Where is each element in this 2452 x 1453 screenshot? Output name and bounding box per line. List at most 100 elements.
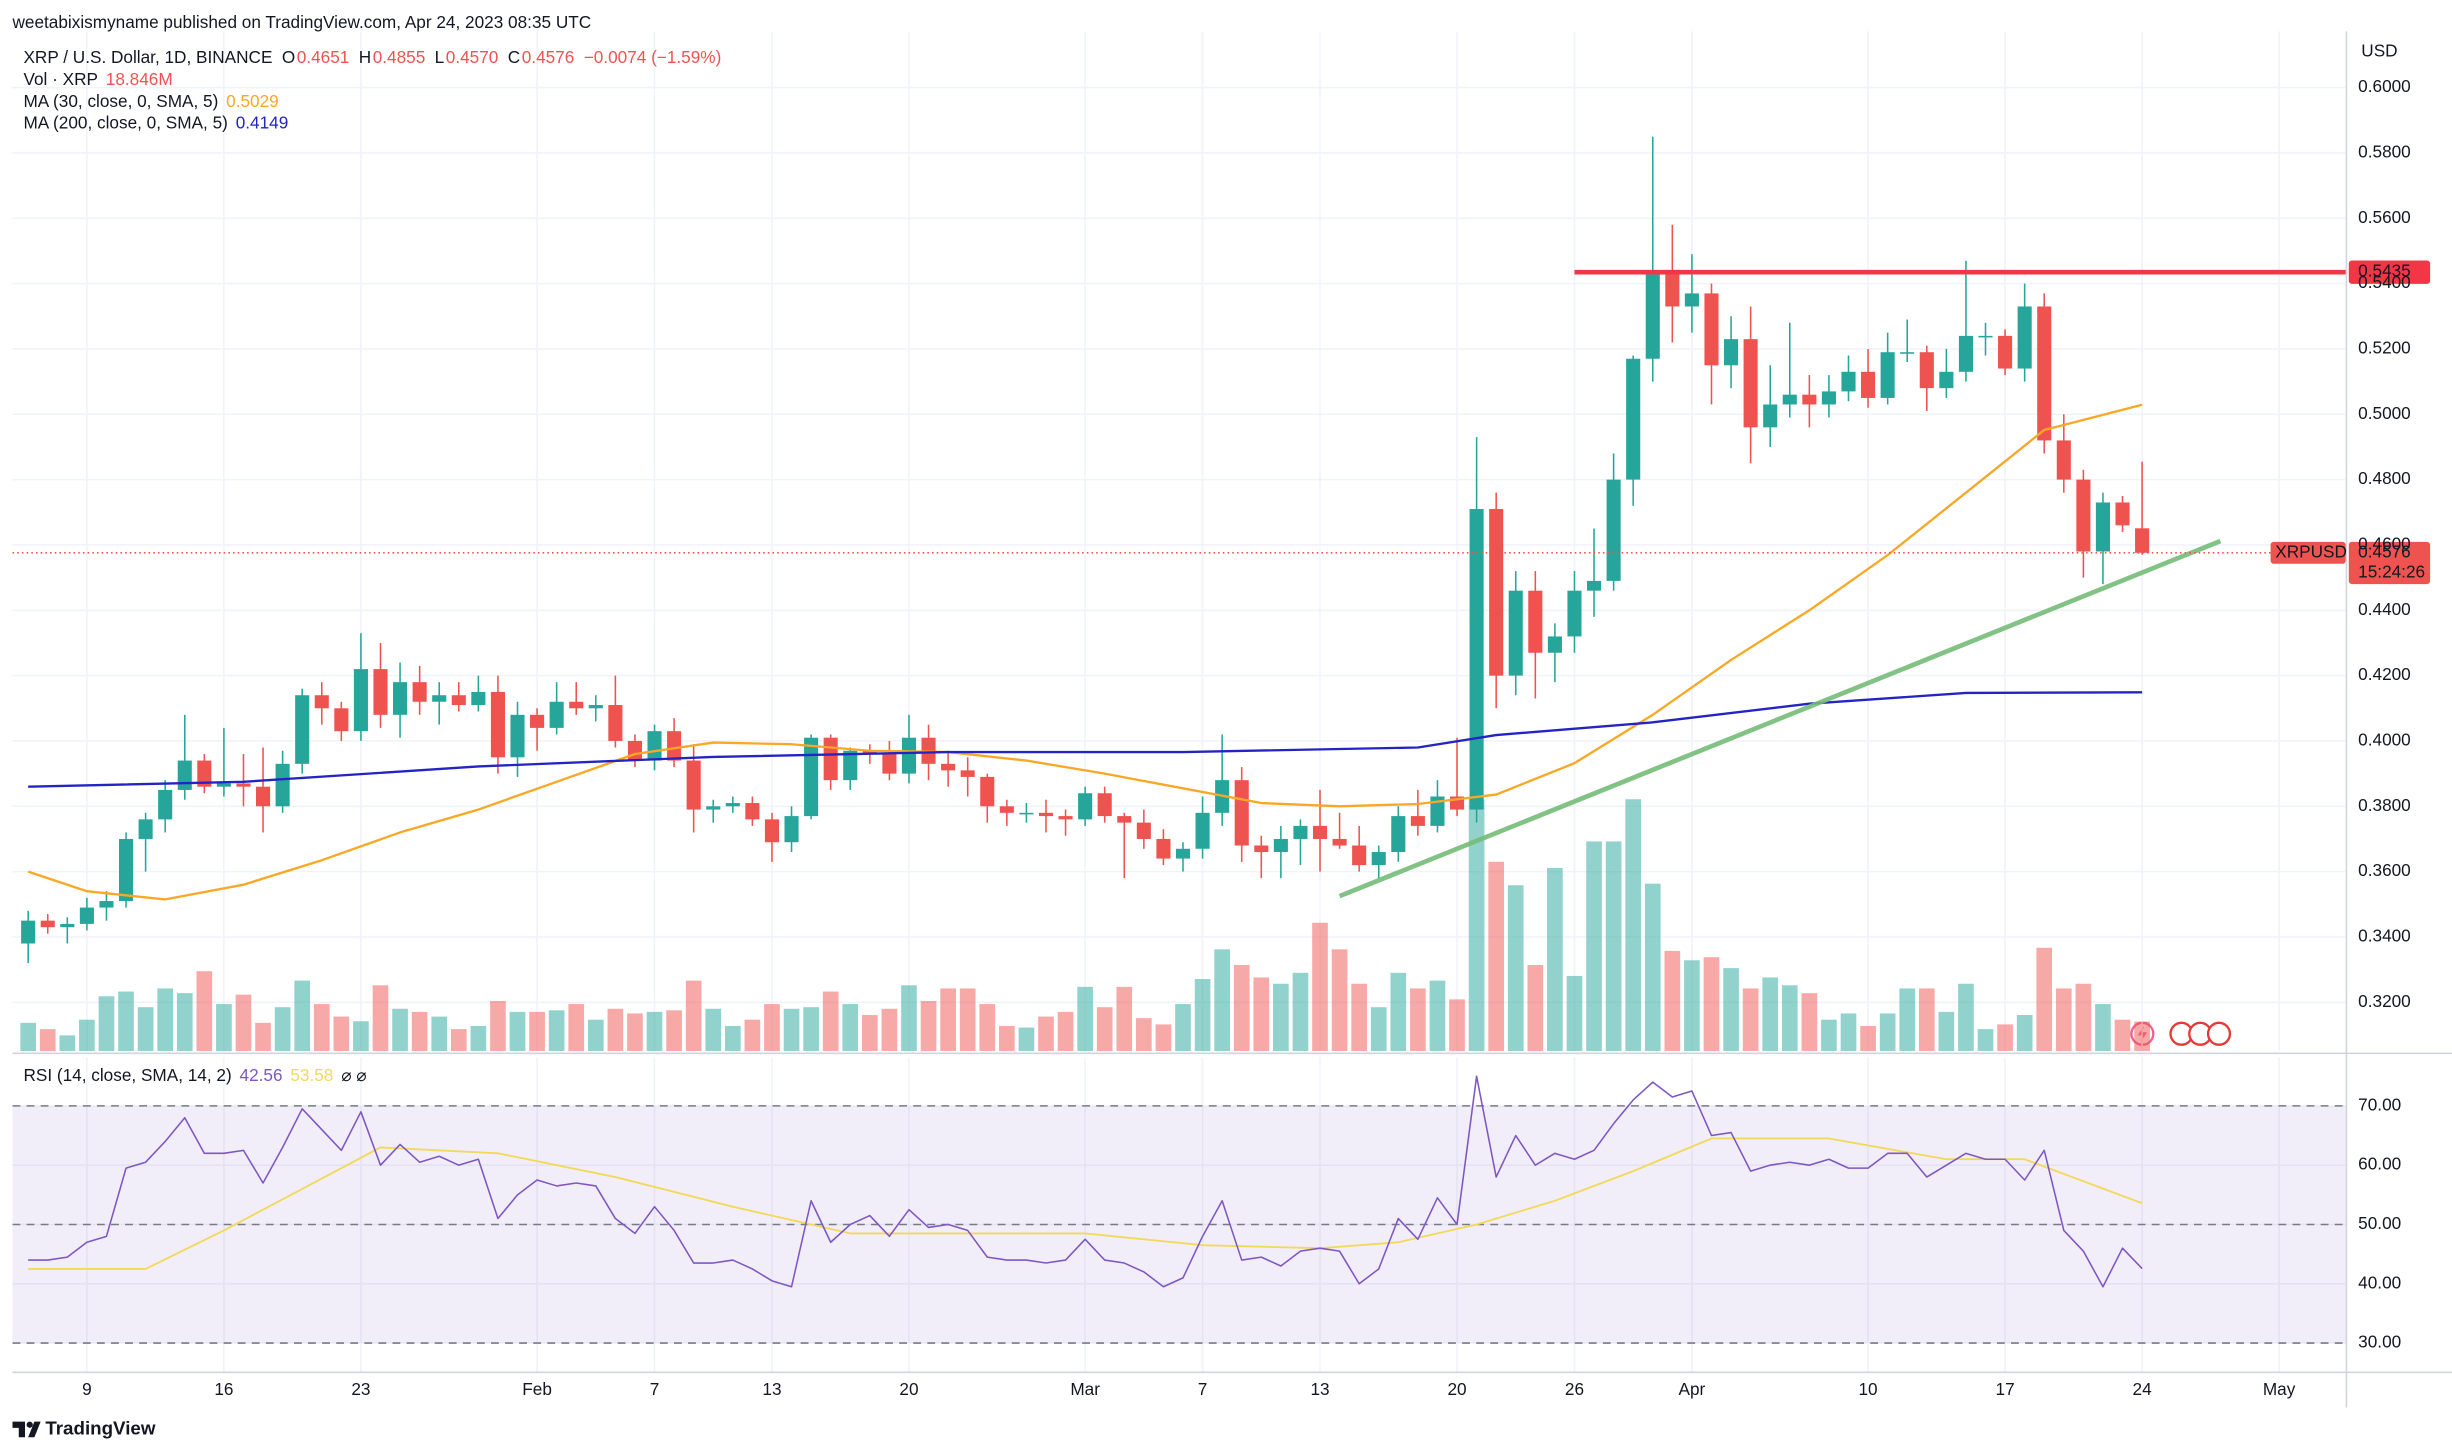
volume-bar (255, 1022, 271, 1051)
candle-body (1273, 838, 1288, 853)
candle-body (843, 750, 858, 781)
price-tag-label: 0.4576 (2358, 541, 2411, 561)
y-tick-label: 70.00 (2358, 1094, 2401, 1114)
candle-body (745, 803, 760, 820)
candle-body (999, 806, 1014, 813)
volume-bar (2016, 1015, 2033, 1051)
volume-bar (1233, 964, 1250, 1051)
legend-title: XRP / U.S. Dollar, 1D, BINANCE (23, 47, 272, 67)
volume-bar (118, 991, 134, 1051)
ohlc-key: C (508, 47, 520, 67)
volume-bar (783, 1008, 800, 1051)
x-tick-label: 20 (1447, 1379, 1466, 1399)
candle-body (764, 819, 780, 843)
candle-body (1352, 845, 1367, 866)
candle-body (627, 740, 642, 761)
y-tick-label: 0.5400 (2358, 272, 2411, 292)
brand-logo (12, 1421, 41, 1438)
y-tick-label: 0.3800 (2358, 795, 2411, 815)
legend-row: XRP / U.S. Dollar, 1D, BINANCE O 0.4651 H 0.… (23, 47, 721, 67)
candle-body (451, 695, 466, 706)
volume-bar (431, 1016, 448, 1051)
candle-body (2076, 479, 2091, 552)
volume-bar (1077, 986, 1093, 1051)
volume-bar (1214, 949, 1230, 1051)
candle-body (118, 838, 134, 902)
candle-body (1939, 371, 1954, 389)
y-tick-label: 0.5800 (2358, 141, 2411, 161)
volume-bar (157, 988, 174, 1051)
volume-bar (627, 1013, 643, 1051)
volume-bar (861, 1015, 878, 1051)
volume-bar (1742, 988, 1759, 1051)
candle-body (1371, 852, 1386, 866)
y-tick-label: 0.3200 (2358, 991, 2411, 1011)
candle-body (647, 731, 662, 761)
legend-flags: ⌀ ⌀ (341, 1065, 366, 1085)
x-tick-label: 20 (899, 1379, 918, 1399)
volume-bar (1625, 799, 1642, 1051)
candle-body (1978, 335, 1993, 338)
candle-body (2135, 528, 2150, 553)
volume-bar (20, 1022, 36, 1051)
volume-bar (176, 993, 193, 1051)
volume-bar (1155, 1024, 1172, 1051)
candle-body (1998, 335, 2013, 369)
candle-body (1821, 391, 1836, 405)
candle-body (236, 783, 251, 787)
candle-body (1469, 509, 1484, 810)
candle-body (21, 920, 36, 944)
volume-bar (1899, 988, 1916, 1051)
volume-bar (744, 1019, 761, 1051)
event-icon[interactable] (2206, 1021, 2232, 1046)
volume-bar (1038, 1016, 1054, 1051)
volume-bar (274, 1007, 291, 1051)
volume-bar (724, 1025, 741, 1051)
volume-bar (646, 1011, 663, 1051)
candle-body (393, 682, 408, 715)
candle-body (1861, 371, 1876, 398)
volume-bar (1860, 1025, 1876, 1051)
volume-bar (1175, 1004, 1191, 1051)
candle-body (823, 737, 838, 781)
x-tick-label: 23 (351, 1379, 370, 1399)
volume-bar (98, 996, 115, 1051)
y-tick-label: 0.4200 (2358, 664, 2411, 684)
candle-body (862, 750, 877, 755)
x-tick-label: 7 (650, 1379, 660, 1399)
series-value: 53.58 (290, 1065, 333, 1085)
volume-bar (137, 1007, 154, 1051)
volume-bar (1586, 841, 1602, 1051)
volume-bar (216, 1004, 232, 1051)
volume-bar (1664, 950, 1681, 1051)
volume-bar (1370, 1007, 1387, 1051)
volume-bar (333, 1016, 350, 1051)
candle-body (1038, 812, 1054, 817)
candle-body (804, 737, 819, 817)
candle-body (1763, 404, 1778, 428)
y-tick-label: 0.4400 (2358, 599, 2411, 619)
volume-bar (1116, 986, 1133, 1051)
candle-body (1645, 273, 1660, 359)
volume-bar (1429, 980, 1446, 1051)
event-icons[interactable] (2130, 1021, 2232, 1046)
candle-body (686, 760, 701, 810)
ohlc-key: L (435, 47, 445, 67)
candle-body (1293, 825, 1308, 839)
volume-bar (803, 1007, 819, 1051)
y-tick-label: 0.4800 (2358, 468, 2411, 488)
volume-bar (196, 971, 213, 1051)
x-tick-label: 17 (1996, 1379, 2015, 1399)
volume-bar (1468, 799, 1485, 1051)
x-tick-label: May (2263, 1379, 2296, 1399)
volume-bar (2095, 1004, 2111, 1051)
y-tick-label: 60.00 (2358, 1154, 2401, 1174)
volume-bar (1507, 885, 1524, 1051)
rsi-line (28, 1137, 2143, 1270)
series-value: 0.5029 (226, 90, 279, 110)
logo-mark (26, 1421, 33, 1428)
candle-body (1606, 479, 1621, 581)
candle-body (1410, 816, 1425, 826)
y-tick-label: 50.00 (2358, 1213, 2401, 1233)
